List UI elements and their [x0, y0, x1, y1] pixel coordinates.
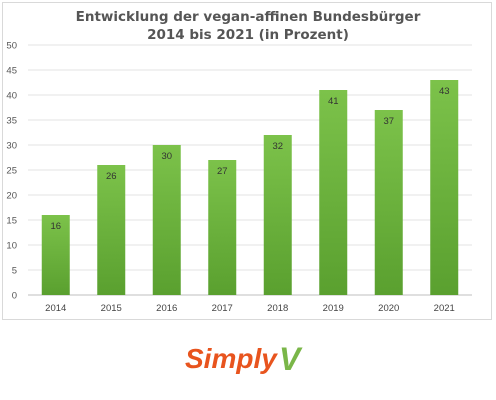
y-tick-label: 0 — [12, 291, 17, 302]
x-tick-label: 2018 — [267, 303, 288, 314]
x-tick-label: 2019 — [323, 303, 344, 314]
y-tick-label: 20 — [6, 191, 17, 202]
bar-value-label: 26 — [106, 171, 117, 182]
bar — [97, 165, 126, 295]
bar-value-label: 27 — [217, 166, 228, 177]
y-tick-label: 50 — [6, 41, 17, 52]
bar — [319, 90, 348, 295]
bar — [374, 110, 403, 295]
chart-title-line: Entwicklung der vegan-affinen Bundesbürg… — [75, 9, 421, 25]
y-tick-label: 10 — [6, 241, 17, 252]
bar — [430, 80, 459, 295]
bar — [41, 215, 70, 295]
bar — [208, 160, 237, 295]
y-axis-ticks: 0 5 10 15 20 25 30 35 40 45 50 — [6, 41, 17, 302]
x-tick-label: 2021 — [434, 303, 455, 314]
y-tick-label: 5 — [12, 266, 17, 277]
y-tick-label: 35 — [6, 116, 17, 127]
bar-chart: 0 5 10 15 20 25 30 35 40 45 50 16 26 30 27 32 41 37 43 20… — [6, 41, 472, 314]
simplyv-logo: Simply V — [0, 338, 496, 387]
x-tick-label: 2015 — [101, 303, 122, 314]
x-tick-label: 2014 — [45, 303, 66, 314]
bar-value-label: 16 — [50, 221, 61, 232]
y-tick-label: 15 — [6, 216, 17, 227]
chart-frame — [2, 2, 492, 320]
y-tick-label: 45 — [6, 66, 17, 77]
x-tick-label: 2020 — [378, 303, 399, 314]
bar-value-label: 37 — [383, 116, 394, 127]
data-labels: 16 26 30 27 32 41 37 43 — [50, 86, 449, 232]
bar-value-label: 43 — [439, 86, 450, 97]
chart-subtitle-line: 2014 bis 2021 (in Prozent) — [147, 27, 349, 43]
x-tick-label: 2016 — [156, 303, 177, 314]
y-tick-label: 40 — [6, 91, 17, 102]
simplyv-logo-art: Simply V — [185, 341, 303, 377]
gridlines — [28, 44, 472, 296]
bars — [41, 80, 459, 295]
chart-title: Entwicklung der vegan-affinen Bundesbürg… — [0, 8, 496, 44]
bar — [263, 135, 292, 295]
bar-value-label: 41 — [328, 96, 339, 107]
bar-value-label: 32 — [272, 141, 283, 152]
logo-v-text: V — [279, 341, 303, 377]
y-tick-label: 25 — [6, 166, 17, 177]
y-tick-label: 30 — [6, 141, 17, 152]
bar — [152, 145, 181, 295]
x-axis-ticks: 2014 2015 2016 2017 2018 2019 2020 2021 — [45, 303, 455, 314]
x-tick-label: 2017 — [212, 303, 233, 314]
bar-value-label: 30 — [161, 151, 172, 162]
logo-simply-text: Simply — [185, 343, 278, 374]
